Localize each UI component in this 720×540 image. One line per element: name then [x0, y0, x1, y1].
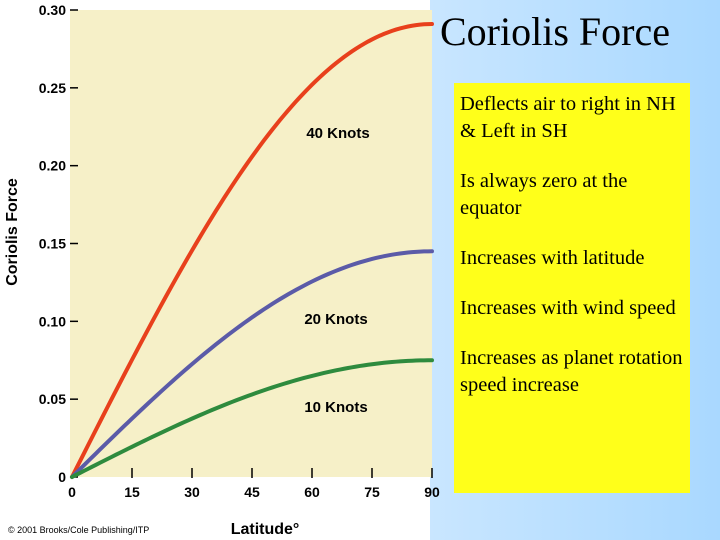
- x-axis-title: Latitude°: [231, 521, 300, 538]
- series-line: [70, 249, 434, 479]
- series-line: [70, 358, 434, 479]
- coriolis-chart: 00.050.100.150.200.250.30 0 15 30 45 60 75 90 …: [4, 2, 440, 538]
- bullet-item: Deflects air to right in NH & Left in SH: [460, 93, 676, 142]
- y-axis: 0 0.05 0.10 0.15 0.20 0.25 0.30: [39, 2, 78, 485]
- series-label: 40 Knots: [306, 125, 369, 142]
- bullet-item: Increases with wind speed: [460, 297, 676, 319]
- x-tick-label: 45: [244, 484, 260, 500]
- bullet-item: Is always zero at the equator: [460, 170, 628, 219]
- slide-title: Coriolis Force: [440, 9, 670, 54]
- series-labels: 40 Knots 20 Knots 10 Knots: [304, 125, 369, 416]
- y-axis-title: Coriolis Force: [4, 178, 21, 286]
- x-tick-label: 30: [184, 484, 200, 500]
- x-tick-label: 60: [304, 484, 320, 500]
- copyright-text: © 2001 Brooks/Cole Publishing/ITP: [8, 525, 149, 535]
- series-label: 10 Knots: [304, 399, 367, 416]
- x-tick-label: 75: [364, 484, 380, 500]
- y-tick-label: 0.25: [39, 80, 66, 96]
- y-tick-label: 0.05: [39, 391, 66, 407]
- series-line: [70, 22, 434, 479]
- bullets-box: Deflects air to right in NH & Left in SH…: [454, 83, 690, 493]
- series-label: 20 Knots: [304, 311, 367, 328]
- x-axis: 0 15 30 45 60 75 90: [68, 468, 440, 500]
- x-tick-label: 0: [68, 484, 76, 500]
- plot-background: [70, 10, 432, 477]
- series-lines: [70, 22, 434, 479]
- y-tick-label: 0.30: [39, 2, 66, 18]
- y-tick-label: 0.10: [39, 313, 66, 329]
- bullet-item: Increases with latitude: [460, 247, 645, 269]
- y-tick-label: 0: [58, 469, 66, 485]
- y-tick-label: 0.15: [39, 236, 66, 252]
- y-tick-label: 0.20: [39, 158, 66, 174]
- x-tick-label: 15: [124, 484, 140, 500]
- x-tick-label: 90: [424, 484, 440, 500]
- bullet-item: Increases as planet rotation speed incre…: [460, 347, 683, 396]
